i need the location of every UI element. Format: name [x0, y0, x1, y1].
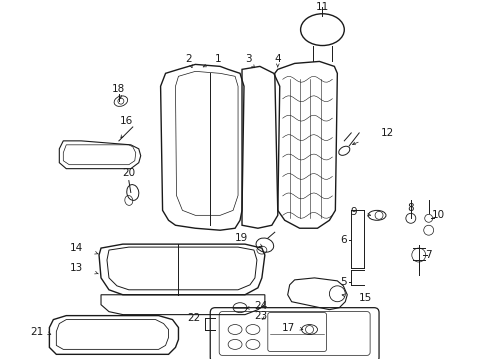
Text: 5: 5	[339, 277, 346, 287]
Text: 6: 6	[339, 235, 346, 245]
Text: 14: 14	[70, 243, 83, 253]
Text: 8: 8	[407, 203, 413, 213]
Text: 2: 2	[184, 54, 191, 64]
Text: 15: 15	[359, 293, 372, 303]
Text: 19: 19	[234, 233, 247, 243]
Text: 20: 20	[122, 168, 135, 177]
Text: 4: 4	[274, 54, 281, 64]
Text: 18: 18	[112, 84, 125, 94]
Text: 1: 1	[214, 54, 221, 64]
Text: 22: 22	[187, 312, 200, 323]
Text: 9: 9	[350, 207, 356, 217]
Text: 12: 12	[380, 128, 393, 138]
Text: 16: 16	[119, 116, 133, 126]
Text: 10: 10	[431, 210, 444, 220]
Text: 3: 3	[244, 54, 251, 64]
Text: 21: 21	[30, 327, 43, 337]
Text: 7: 7	[425, 250, 431, 260]
Text: 17: 17	[281, 323, 294, 333]
Text: 13: 13	[70, 263, 83, 273]
Text: 11: 11	[315, 2, 328, 12]
Text: 24: 24	[254, 301, 267, 311]
Text: 23: 23	[254, 311, 267, 321]
